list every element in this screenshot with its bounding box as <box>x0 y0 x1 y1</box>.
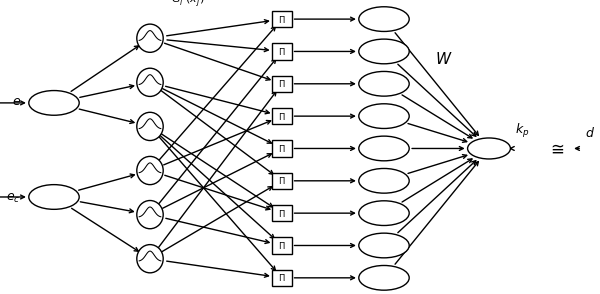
Text: $k_p$: $k_p$ <box>515 122 529 140</box>
Text: $\Pi$: $\Pi$ <box>278 46 286 57</box>
Text: $\Pi$: $\Pi$ <box>278 78 286 89</box>
Circle shape <box>359 168 409 193</box>
Bar <box>272 76 292 92</box>
Ellipse shape <box>137 201 163 229</box>
Bar <box>272 173 292 189</box>
Bar <box>272 108 292 124</box>
Bar <box>272 11 292 27</box>
Circle shape <box>359 39 409 64</box>
Text: $d$: $d$ <box>585 126 595 140</box>
Bar <box>272 141 292 156</box>
Ellipse shape <box>137 156 163 185</box>
Ellipse shape <box>137 112 163 141</box>
Bar <box>272 205 292 221</box>
Circle shape <box>467 138 511 159</box>
Text: $\Pi$: $\Pi$ <box>278 208 286 219</box>
Text: $e$: $e$ <box>12 95 21 108</box>
Text: $\Pi$: $\Pi$ <box>278 175 286 186</box>
Text: $\cong$: $\cong$ <box>547 139 564 158</box>
Circle shape <box>359 201 409 225</box>
Text: $G_i^n(x_j)$: $G_i^n(x_j)$ <box>171 0 205 10</box>
Ellipse shape <box>137 68 163 96</box>
Text: $\Pi$: $\Pi$ <box>278 143 286 154</box>
Circle shape <box>29 185 79 209</box>
Text: $\Pi$: $\Pi$ <box>278 111 286 122</box>
Text: $W$: $W$ <box>435 51 453 67</box>
Text: $\Pi$: $\Pi$ <box>278 272 286 283</box>
Circle shape <box>29 91 79 115</box>
Circle shape <box>359 136 409 161</box>
Circle shape <box>359 71 409 96</box>
Text: $e_c$: $e_c$ <box>6 192 20 205</box>
Ellipse shape <box>137 24 163 52</box>
Circle shape <box>359 7 409 31</box>
Text: $\Pi$: $\Pi$ <box>278 240 286 251</box>
Bar <box>272 270 292 286</box>
Circle shape <box>359 265 409 290</box>
Circle shape <box>359 233 409 258</box>
Ellipse shape <box>137 245 163 273</box>
Bar <box>272 43 292 59</box>
Bar <box>272 238 292 253</box>
Text: $\Pi$: $\Pi$ <box>278 14 286 25</box>
Circle shape <box>359 104 409 128</box>
